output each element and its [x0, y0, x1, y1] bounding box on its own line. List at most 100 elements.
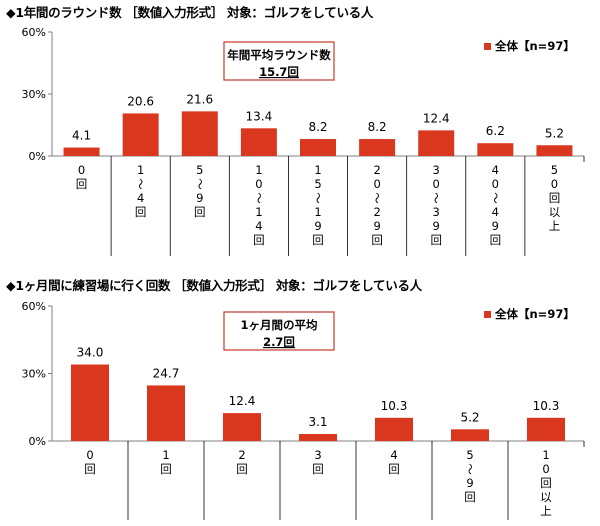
chart1-bar [477, 143, 514, 156]
chart1-category-label: 5 [196, 163, 203, 177]
chart1-y-tick-label: 30% [22, 88, 46, 101]
chart2-category-label: 1 [162, 448, 169, 462]
chart1-category-label: 3 [433, 163, 440, 177]
chart1-category-label: 3 [433, 205, 440, 219]
chart2-category-label: 5 [466, 448, 473, 462]
chart1-category-label: 4 [492, 205, 499, 219]
chart2-category-label: 回 [160, 462, 172, 476]
chart2-bar [451, 429, 489, 441]
chart2-category-label: 9 [466, 476, 473, 490]
chart1-category-label: 回 [371, 233, 383, 247]
chart2-legend-label: 全体【n=97】 [494, 307, 575, 321]
chart1-category-label: 0 [78, 163, 85, 177]
chart1-bar [63, 147, 100, 156]
chart1-category-label: 回 [430, 233, 442, 247]
chart2-y-tick-label: 30% [22, 368, 46, 381]
chart2-category-label: 回 [312, 462, 324, 476]
chart1-bar [418, 130, 455, 156]
chart1-category-label: 5 [551, 163, 558, 177]
chart2-category-label: 〜 [463, 463, 477, 475]
chart1-legend-swatch [484, 43, 491, 50]
chart1-category-label: 0 [255, 177, 262, 191]
chart1-category-label: 回 [135, 205, 147, 219]
chart2-bar [71, 364, 109, 441]
chart1-value-label: 6.2 [486, 124, 505, 138]
chart1-bar [359, 139, 396, 156]
chart1-value-label: 8.2 [368, 120, 387, 134]
chart2-value-label: 34.0 [77, 346, 104, 360]
chart1-category-label: 回 [194, 205, 206, 219]
chart1-category-label: 回 [549, 191, 561, 205]
chart1-bar [300, 139, 336, 156]
chart2-y-tick-label: 60% [22, 300, 46, 313]
chart1-category-label: 以 [549, 205, 561, 219]
chart1-category-label: 1 [255, 205, 262, 219]
chart1-category-label: 4 [255, 219, 262, 233]
chart1-category-label: 1 [255, 163, 262, 177]
chart1-value-label: 12.4 [423, 111, 450, 125]
chart1-category-label: 上 [549, 219, 561, 233]
chart1-category-label: 1 [314, 163, 321, 177]
chart1-category-label: 0 [551, 177, 558, 191]
chart2-category-label: 2 [238, 448, 245, 462]
chart1-value-label: 8.2 [308, 120, 327, 134]
chart1-y-tick-label: 60% [22, 26, 46, 39]
chart2-category-label: 以 [540, 490, 552, 504]
chart2-average-value: 2.7回 [263, 335, 295, 349]
chart1-value-label: 13.4 [246, 109, 273, 123]
chart1-bar [536, 145, 573, 156]
chart1-category-label: 回 [490, 233, 502, 247]
chart1-category-label: 4 [492, 163, 499, 177]
chart1-category-label: 9 [373, 219, 380, 233]
chart1-value-label: 21.6 [186, 92, 213, 106]
chart2-y-tick-label: 0% [29, 435, 46, 448]
chart2-category-label: 0 [86, 448, 93, 462]
chart2-value-label: 5.2 [460, 410, 479, 424]
chart2-bar [375, 417, 413, 441]
chart1-title: ◆1年間のラウンド数 ［数値入力形式］ 対象：ゴルフをしている人 [6, 5, 374, 20]
chart1-category-label: 〜 [252, 192, 266, 204]
chart1-category-label: 0 [492, 177, 499, 191]
chart1-y-tick-label: 0% [29, 150, 46, 163]
chart1-value-label: 4.1 [72, 129, 91, 143]
chart2-category-label: 回 [236, 462, 248, 476]
chart1-category-label: 回 [253, 233, 265, 247]
chart1-category-label: 〜 [193, 178, 207, 190]
chart1-category-label: 9 [196, 191, 203, 205]
chart1-category-label: 回 [76, 177, 88, 191]
chart2-category-label: 回 [540, 476, 552, 490]
chart2-value-label: 24.7 [153, 366, 180, 380]
chart2-value-label: 10.3 [381, 399, 408, 413]
chart1-svg: 0%30%60%4.10回20.61〜4回21.65〜9回13.410〜14回8… [22, 26, 585, 256]
chart1-category-label: 5 [314, 177, 321, 191]
chart1-category-label: 9 [492, 219, 499, 233]
chart2-bar [147, 385, 185, 441]
chart1-category-label: 4 [137, 191, 144, 205]
chart2-area: 0% 30% 60% 34.0 0 回 24.7 1 回 12.4 2 回 3.1 3 回 10.3 4 回 5.2… [6, 294, 596, 522]
chart2-bar [223, 413, 261, 441]
chart1-category-label: 2 [373, 163, 380, 177]
chart1-category-label: 0 [373, 177, 380, 191]
chart1-category-label: 9 [314, 219, 321, 233]
chart2-value-label: 12.4 [229, 394, 256, 408]
chart1-value-label: 20.6 [127, 94, 154, 108]
chart2-category-label: 1 [542, 448, 549, 462]
chart2-average-box [223, 311, 335, 351]
chart1-category-label: 〜 [488, 192, 502, 204]
chart2-title: ◆1ヶ月間に練習場に行く回数 ［数値入力形式］ 対象：ゴルフをしている人 [6, 278, 422, 293]
chart2-category-label: 上 [540, 504, 552, 518]
chart2-svg: 0%30%60%34.00回24.71回12.42回3.13回10.34回5.2… [22, 300, 585, 520]
chart1-category-label: 1 [314, 205, 321, 219]
chart2-category-label: 回 [388, 462, 400, 476]
chart1-bar [181, 111, 218, 156]
chart1-category-label: 2 [373, 205, 380, 219]
chart1-category-label: 〜 [311, 192, 325, 204]
chart2-value-label: 3.1 [308, 415, 327, 429]
chart1-category-label: 1 [137, 163, 144, 177]
chart1-value-label: 5.2 [545, 126, 564, 140]
chart1-category-label: 〜 [429, 192, 443, 204]
chart1-average-value: 15.7回 [259, 65, 299, 79]
chart1-category-label: 回 [312, 233, 324, 247]
chart2-bar [527, 417, 565, 441]
chart1-category-label: 〜 [370, 192, 384, 204]
